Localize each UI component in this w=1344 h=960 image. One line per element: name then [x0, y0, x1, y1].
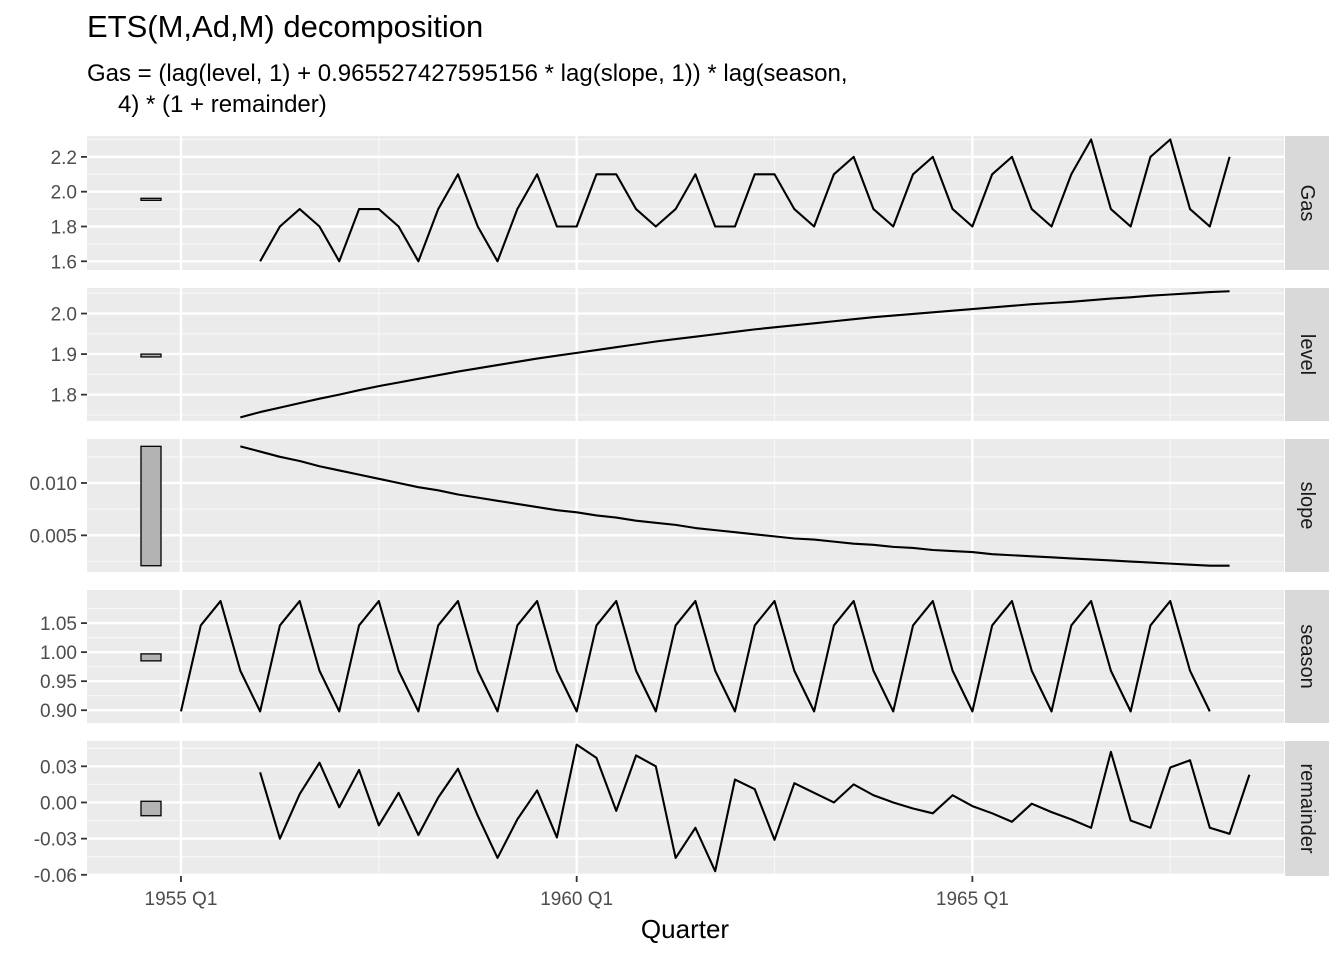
x-axis-label: Quarter: [640, 914, 730, 944]
y-tick-label: 0.010: [29, 474, 77, 495]
scale-bar: [140, 653, 162, 662]
panel-gas: 1.6 1.8 2.0 2.2 Gas: [51, 136, 1329, 273]
facet-strip: [1285, 288, 1329, 421]
series-line-gas: [259, 138, 1231, 263]
y-tick-label: 2.0: [51, 305, 77, 326]
facet-strip-label: level: [1296, 334, 1318, 375]
y-tick-label: 2.0: [51, 183, 77, 204]
panel-background: [87, 741, 1284, 876]
facet-strip-label: Gas: [1296, 185, 1318, 222]
y-tick-label: 0.03: [40, 757, 77, 778]
panel-level: 1.8 1.9 2.0 level: [51, 288, 1329, 421]
scale-bar: [140, 197, 162, 201]
panel-season: 0.90 0.95 1.00 1.05 season: [40, 590, 1329, 723]
facet-strip: [1285, 741, 1329, 876]
y-tick-label: 0.95: [40, 672, 77, 693]
x-tick-label: 1960 Q1: [540, 889, 613, 910]
panel-background: [87, 590, 1284, 723]
chart-subtitle: Gas = (lag(level, 1) + 0.965527427595156…: [87, 60, 848, 87]
facet-strip: [1285, 590, 1329, 723]
y-tick-label: 1.8: [51, 386, 77, 407]
scale-bar: [140, 800, 162, 817]
y-tick-label: 1.00: [40, 643, 77, 664]
scale-bar: [140, 445, 162, 567]
scale-bar: [140, 353, 162, 358]
panel-slope: 0.005 0.010 slope: [29, 439, 1329, 572]
y-tick-label: 1.6: [51, 252, 77, 273]
panel-background: [87, 439, 1284, 572]
facet-strip-label: slope: [1296, 482, 1318, 530]
series-line-slope: [240, 445, 1230, 567]
y-tick-label: 1.05: [40, 614, 77, 635]
x-tick-label: 1965 Q1: [936, 889, 1009, 910]
facet-strip: [1285, 136, 1329, 270]
facet-strip-label: remainder: [1296, 763, 1318, 853]
y-tick-label: 2.2: [51, 148, 77, 169]
y-tick-label: 0.005: [29, 526, 77, 547]
series-line-remainder: [259, 743, 1251, 873]
chart-subtitle-continued: 4) * (1 + remainder): [118, 91, 327, 118]
panel-remainder: -0.06 -0.03 0.00 0.03 remainder: [34, 741, 1329, 887]
y-tick-label: 0.00: [40, 793, 77, 814]
y-tick-label: 1.9: [51, 345, 77, 366]
series-line-level: [240, 290, 1230, 419]
y-tick-label: 1.8: [51, 217, 77, 238]
facet-strip: [1285, 439, 1329, 572]
x-tick-label: 1955 Q1: [145, 889, 218, 910]
chart-title: ETS(M,Ad,M) decomposition: [87, 9, 484, 44]
facet-strip-label: season: [1296, 624, 1318, 689]
y-tick-label: -0.06: [34, 866, 77, 887]
y-tick-label: -0.03: [34, 830, 77, 851]
y-tick-label: 0.90: [40, 701, 77, 722]
panel-background: [87, 136, 1284, 270]
series-line-season: [179, 599, 1211, 713]
